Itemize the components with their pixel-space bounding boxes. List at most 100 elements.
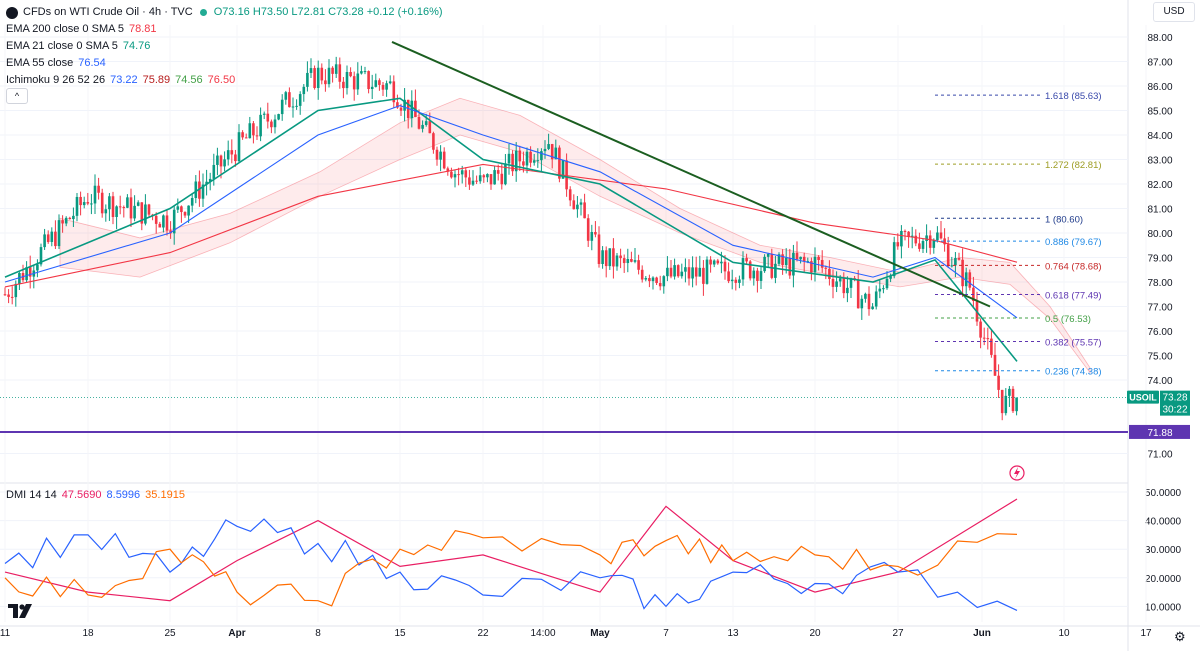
candle-body xyxy=(187,205,190,216)
candle-body xyxy=(763,256,766,272)
minus-di-line xyxy=(4,530,1018,607)
candle-body xyxy=(471,180,475,185)
gear-icon[interactable]: ⚙ xyxy=(1174,629,1186,644)
time-tick-label: 13 xyxy=(727,628,739,639)
candle-body xyxy=(486,174,489,178)
candle-body xyxy=(54,231,57,247)
candle-body xyxy=(165,215,169,231)
tradingview-logo[interactable] xyxy=(8,604,34,621)
candle-body xyxy=(896,242,900,247)
candle-body xyxy=(921,241,925,249)
candle-body xyxy=(828,268,831,279)
ohlc-values: O73.16 H73.50 L72.81 C73.28 +0.12 (+0.16… xyxy=(214,4,443,21)
candle-body xyxy=(874,291,878,307)
candle-body xyxy=(392,81,396,103)
currency-selector[interactable]: USD xyxy=(1153,2,1195,22)
candle-body xyxy=(324,80,327,85)
candle-body xyxy=(320,67,324,81)
candle-body xyxy=(190,198,194,206)
time-tick-label: 15 xyxy=(394,628,406,639)
candle-body xyxy=(446,168,450,172)
indicator-value: 74.76 xyxy=(122,40,151,52)
candle-body xyxy=(122,207,126,209)
symbol-title[interactable]: CFDs on WTI Crude Oil · 4h · TVC xyxy=(23,6,193,18)
candle-body xyxy=(129,197,133,219)
support-price-label: 71.88 xyxy=(1147,428,1172,439)
lightning-glyph xyxy=(1014,467,1020,479)
candle-body xyxy=(709,259,712,265)
indicator-value: 73.22 xyxy=(110,74,138,86)
indicator-row[interactable]: Ichimoku 9 26 52 26 73.22 75.89 74.56 76.50 xyxy=(6,72,443,89)
price-tick-label: 88.00 xyxy=(1147,33,1172,44)
candle-body xyxy=(662,276,666,287)
price-tick-label: 82.00 xyxy=(1147,180,1172,191)
candle-body xyxy=(126,197,129,208)
indicator-label: EMA 55 close xyxy=(6,57,74,69)
dmi-tick-label: 50.0000 xyxy=(1145,488,1182,499)
countdown-label: 30:22 xyxy=(1162,405,1187,416)
candle-body xyxy=(831,278,835,287)
candle-body xyxy=(658,283,662,287)
candle-body xyxy=(590,231,594,241)
indicator-row[interactable]: EMA 55 close 76.54 xyxy=(6,55,443,72)
high-value: H73.50 xyxy=(252,6,289,18)
indicator-value: 76.50 xyxy=(207,74,236,86)
candle-body xyxy=(759,271,763,281)
candle-body xyxy=(367,71,370,90)
candle-body xyxy=(820,259,824,268)
candle-body xyxy=(601,250,604,264)
candle-body xyxy=(183,212,187,216)
symbol-row: CFDs on WTI Crude Oil · 4h · TVC O73.16 … xyxy=(6,4,443,21)
candle-body xyxy=(784,257,788,266)
candle-body xyxy=(907,231,910,238)
indicator-row[interactable]: EMA 21 close 0 SMA 5 74.76 xyxy=(6,38,443,55)
candle-body xyxy=(849,278,853,288)
fib-level-label: 1.618 (85.63) xyxy=(1045,91,1102,102)
candle-body xyxy=(637,260,640,270)
plus-di-line xyxy=(4,518,1018,611)
dmi-tick-label: 40.0000 xyxy=(1145,517,1182,528)
fib-level-label: 1 (80.60) xyxy=(1045,214,1083,225)
candle-body xyxy=(622,258,626,264)
candle-body xyxy=(316,67,320,88)
candle-body xyxy=(345,71,349,89)
candle-body xyxy=(741,258,745,280)
candle-body xyxy=(453,174,457,178)
price-tick-label: 85.00 xyxy=(1147,107,1172,118)
candle-body xyxy=(482,175,486,178)
candle-body xyxy=(399,107,403,111)
close-value: C73.28 xyxy=(328,6,364,18)
candle-body xyxy=(687,267,691,279)
indicator-label: EMA 21 close 0 SMA 5 xyxy=(6,40,118,52)
candle-body xyxy=(64,217,68,224)
candle-body xyxy=(680,271,684,277)
candle-body xyxy=(957,258,961,260)
open-value: O73.16 xyxy=(213,6,250,18)
candle-body xyxy=(194,181,198,199)
collapse-legend-button[interactable]: ^ xyxy=(6,88,28,104)
candle-body xyxy=(313,68,316,88)
time-tick-label: 11 xyxy=(0,628,11,639)
indicator-value: 75.89 xyxy=(142,74,171,86)
price-tick-label: 79.00 xyxy=(1147,254,1172,265)
candle-body xyxy=(378,80,381,85)
candle-body xyxy=(925,235,928,242)
candle-body xyxy=(842,278,846,294)
indicator-row[interactable]: EMA 200 close 0 SMA 5 78.81 xyxy=(6,21,443,38)
candle-body xyxy=(730,279,734,282)
candle-body xyxy=(986,338,990,340)
candle-body xyxy=(39,247,43,265)
candle-body xyxy=(604,250,608,267)
candle-body xyxy=(432,133,435,150)
time-tick-label: 17 xyxy=(1140,628,1152,639)
candle-body xyxy=(666,267,669,277)
candle-body xyxy=(813,256,817,273)
candle-body xyxy=(334,64,338,74)
candle-body xyxy=(640,269,644,280)
candle-body xyxy=(561,160,565,179)
candle-body xyxy=(536,160,540,162)
price-tick-label: 84.00 xyxy=(1147,131,1172,142)
candle-body xyxy=(241,132,244,138)
